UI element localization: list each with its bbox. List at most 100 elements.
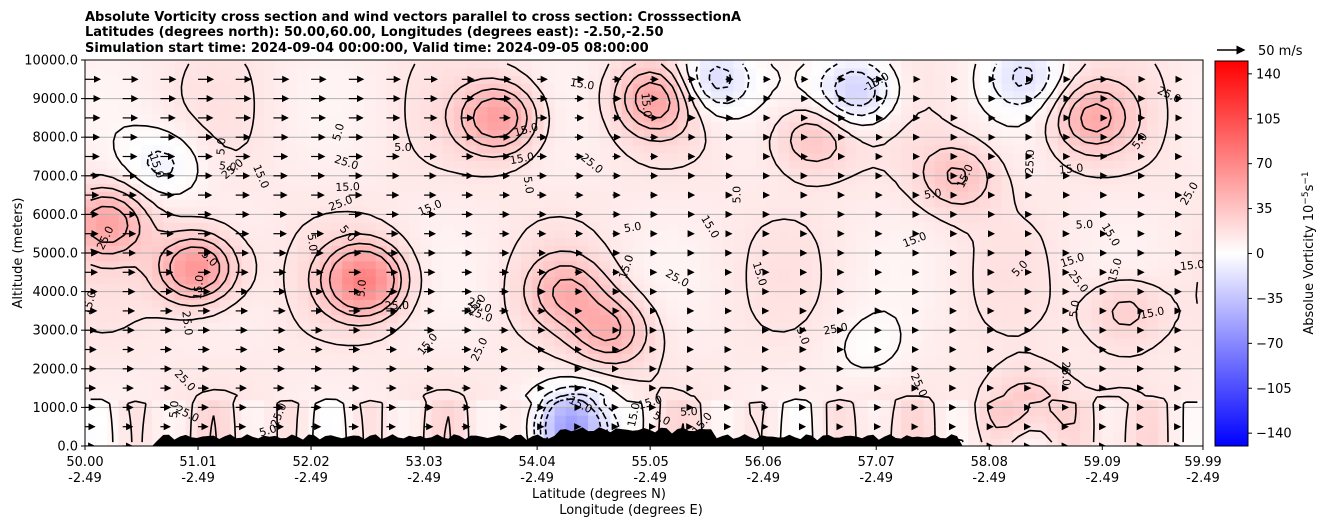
field-cell — [822, 291, 835, 300]
field-cell — [599, 60, 612, 69]
field-cell — [1080, 368, 1092, 378]
field-cell — [878, 422, 891, 432]
field-cell — [140, 399, 153, 408]
field-cell — [398, 206, 410, 215]
field-cell — [453, 391, 466, 401]
field-cell — [822, 60, 835, 69]
field-cell — [666, 268, 679, 277]
field-cell — [1158, 229, 1171, 239]
field-cell — [275, 183, 287, 192]
field-cell — [207, 283, 220, 293]
field-cell — [1035, 60, 1048, 69]
field-cell — [107, 314, 120, 324]
field-cell — [845, 330, 858, 339]
field-cell — [699, 114, 712, 123]
field-cell — [230, 407, 243, 416]
field-cell — [699, 283, 712, 293]
field-cell — [733, 368, 746, 378]
field-cell — [96, 322, 108, 331]
field-cell — [230, 322, 243, 331]
field-cell — [174, 283, 187, 293]
field-cell — [889, 168, 902, 177]
field-cell — [979, 368, 992, 378]
field-cell — [252, 268, 265, 277]
field-cell — [621, 391, 634, 401]
field-cell — [1035, 361, 1048, 370]
field-cell — [1012, 129, 1025, 138]
field-cell — [275, 206, 287, 215]
field-cell — [1169, 245, 1182, 254]
field-cell — [711, 391, 723, 401]
field-cell — [1147, 368, 1159, 378]
field-cell — [1091, 129, 1103, 138]
field-cell — [800, 144, 813, 154]
field-cell — [364, 83, 377, 92]
field-cell — [129, 430, 142, 439]
field-cell — [576, 245, 589, 254]
field-cell — [576, 291, 589, 300]
field-cell — [901, 268, 913, 277]
field-cell — [822, 137, 835, 146]
field-cell — [1046, 438, 1059, 446]
field-cell — [744, 214, 757, 223]
field-cell — [722, 168, 735, 177]
field-cell — [453, 191, 466, 200]
field-cell — [297, 276, 310, 285]
field-cell — [878, 183, 891, 192]
field-cell — [632, 322, 645, 331]
field-cell — [185, 268, 198, 277]
field-cell — [342, 399, 354, 408]
field-cell — [476, 422, 489, 432]
field-cell — [1057, 407, 1070, 416]
field-cell — [364, 253, 377, 262]
field-cell — [364, 299, 377, 308]
field-cell — [140, 106, 153, 115]
field-cell — [230, 160, 243, 169]
field-cell — [509, 206, 522, 215]
field-cell — [85, 314, 97, 324]
field-cell — [1180, 268, 1193, 277]
field-cell — [733, 407, 746, 416]
field-cell — [207, 106, 220, 115]
field-cell — [699, 330, 712, 339]
field-cell — [1191, 214, 1203, 223]
field-cell — [1057, 376, 1070, 385]
field-cell — [744, 121, 757, 131]
field-cell — [342, 322, 354, 331]
field-cell — [1057, 322, 1070, 331]
field-cell — [1080, 129, 1092, 138]
field-cell — [476, 307, 489, 316]
field-cell — [330, 422, 343, 432]
field-cell — [778, 245, 790, 254]
field-cell — [453, 361, 466, 370]
field-cell — [1124, 361, 1137, 370]
field-cell — [353, 175, 366, 185]
field-cell — [1147, 183, 1159, 192]
field-cell — [140, 67, 153, 77]
field-cell — [1169, 137, 1182, 146]
field-cell — [565, 175, 578, 185]
field-cell — [766, 299, 779, 308]
field-cell — [252, 60, 265, 69]
field-cell — [923, 376, 936, 385]
field-cell — [107, 307, 120, 316]
field-cell — [476, 83, 489, 92]
field-cell — [621, 168, 634, 177]
field-cell — [375, 206, 388, 215]
field-cell — [789, 330, 802, 339]
field-cell — [856, 198, 869, 208]
field-cell — [1124, 322, 1137, 331]
field-cell — [856, 368, 869, 378]
field-cell — [353, 237, 366, 246]
field-cell — [889, 330, 902, 339]
field-cell — [655, 237, 667, 246]
field-cell — [934, 283, 947, 293]
field-cell — [96, 345, 108, 354]
field-cell — [644, 75, 656, 84]
field-cell — [1180, 106, 1193, 115]
field-cell — [286, 90, 299, 100]
field-cell — [174, 291, 187, 300]
field-cell — [766, 345, 779, 354]
field-cell — [442, 314, 455, 324]
field-cell — [1012, 114, 1025, 123]
